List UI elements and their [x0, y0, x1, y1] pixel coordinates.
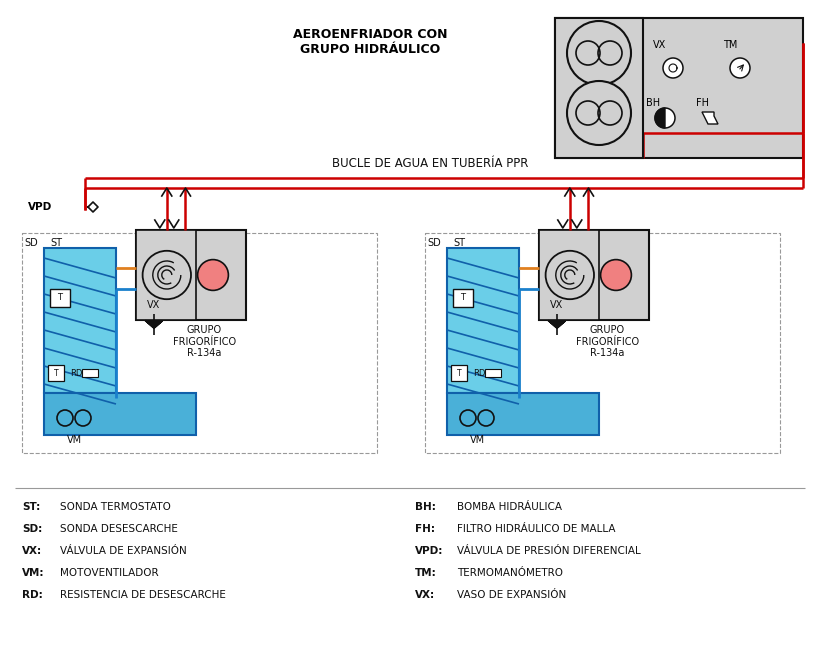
Text: VX: VX — [147, 300, 161, 310]
Text: SD: SD — [24, 238, 38, 248]
Bar — [446, 248, 518, 393]
Text: RD: RD — [70, 369, 82, 377]
Polygon shape — [146, 321, 162, 328]
Wedge shape — [654, 108, 664, 128]
Text: ST:: ST: — [22, 502, 40, 512]
Bar — [538, 230, 599, 320]
Text: VASO DE EXPANSIÓN: VASO DE EXPANSIÓN — [456, 590, 566, 600]
Text: VPD:: VPD: — [414, 546, 443, 556]
Bar — [484, 369, 500, 377]
Bar — [446, 393, 598, 435]
Text: SONDA TERMOSTATO: SONDA TERMOSTATO — [60, 502, 170, 512]
Text: T: T — [456, 369, 461, 377]
Circle shape — [663, 58, 682, 78]
Bar — [554, 18, 642, 158]
Polygon shape — [549, 321, 564, 328]
Circle shape — [600, 259, 631, 290]
Bar — [554, 18, 802, 158]
Circle shape — [197, 259, 229, 290]
Text: T: T — [53, 369, 58, 377]
Text: VM:: VM: — [22, 568, 44, 578]
Bar — [22, 233, 377, 453]
Text: BUCLE DE AGUA EN TUBERÍA PPR: BUCLE DE AGUA EN TUBERÍA PPR — [332, 157, 527, 170]
Text: BOMBA HIDRÁULICA: BOMBA HIDRÁULICA — [456, 502, 561, 512]
Circle shape — [143, 251, 191, 299]
Circle shape — [566, 21, 631, 85]
Bar — [450, 365, 467, 381]
Text: BH:: BH: — [414, 502, 436, 512]
Text: VÁLVULA DE EXPANSIÓN: VÁLVULA DE EXPANSIÓN — [60, 546, 187, 556]
Text: VX:: VX: — [22, 546, 42, 556]
Bar — [82, 369, 98, 377]
Bar — [50, 289, 70, 307]
Text: GRUPO
FRIGORÍFICO
R-134a: GRUPO FRIGORÍFICO R-134a — [575, 325, 638, 358]
Text: T: T — [57, 293, 62, 303]
Bar — [136, 230, 246, 320]
Polygon shape — [701, 112, 717, 124]
Text: AEROENFRIADOR CON
GRUPO HIDRÁULICO: AEROENFRIADOR CON GRUPO HIDRÁULICO — [292, 28, 446, 56]
Text: ST: ST — [452, 238, 464, 248]
Bar — [44, 248, 115, 393]
Text: FILTRO HIDRÁULICO DE MALLA: FILTRO HIDRÁULICO DE MALLA — [456, 524, 615, 534]
Circle shape — [654, 108, 674, 128]
Text: GRUPO
FRIGORÍFICO
R-134a: GRUPO FRIGORÍFICO R-134a — [173, 325, 236, 358]
Text: TERMOMANÓMETRO: TERMOMANÓMETRO — [456, 568, 563, 578]
Text: FH:: FH: — [414, 524, 434, 534]
Text: SD:: SD: — [22, 524, 43, 534]
Text: VÁLVULA DE PRESIÓN DIFERENCIAL: VÁLVULA DE PRESIÓN DIFERENCIAL — [456, 546, 640, 556]
Circle shape — [545, 251, 593, 299]
Text: RD: RD — [473, 369, 485, 377]
Text: TM: TM — [722, 40, 736, 50]
Bar — [48, 365, 64, 381]
Bar — [452, 289, 473, 307]
Text: ST: ST — [50, 238, 62, 248]
Text: VX: VX — [653, 40, 666, 50]
Text: SD: SD — [427, 238, 441, 248]
Text: VM: VM — [468, 435, 484, 445]
Bar — [538, 230, 648, 320]
Circle shape — [566, 81, 631, 145]
Text: BH: BH — [645, 98, 659, 108]
Text: VX: VX — [550, 300, 563, 310]
Bar — [136, 230, 197, 320]
Bar — [44, 393, 196, 435]
Bar — [424, 233, 779, 453]
Text: RD:: RD: — [22, 590, 43, 600]
Text: FH: FH — [695, 98, 708, 108]
Text: VX:: VX: — [414, 590, 435, 600]
Text: RESISTENCIA DE DESESCARCHE: RESISTENCIA DE DESESCARCHE — [60, 590, 225, 600]
Text: MOTOVENTILADOR: MOTOVENTILADOR — [60, 568, 158, 578]
Circle shape — [729, 58, 749, 78]
Text: VM: VM — [66, 435, 81, 445]
Text: SONDA DESESCARCHE: SONDA DESESCARCHE — [60, 524, 178, 534]
Text: TM:: TM: — [414, 568, 437, 578]
Text: VPD: VPD — [28, 202, 52, 212]
Text: T: T — [460, 293, 465, 303]
